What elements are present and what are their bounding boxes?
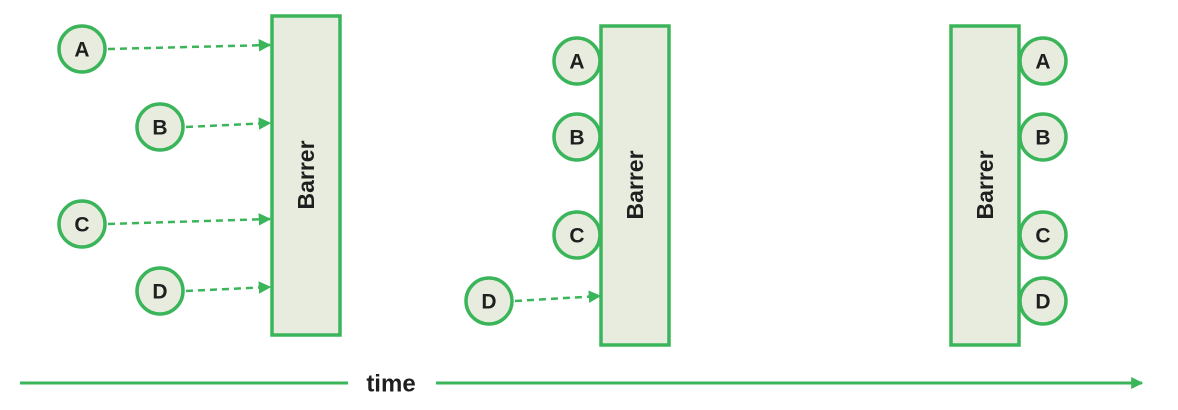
thread-c-label-stage-3: C [1035,225,1050,248]
arrow-thread-c-stage-1 [107,213,272,226]
thread-d-stage-1 [135,266,185,316]
barrier-label-stage-3: Barrer [972,150,998,219]
barrier-stage-3 [949,24,1021,347]
arrow-thread-b-stage-1 [185,117,272,130]
thread-b-stage-3 [1018,112,1068,162]
stage-2: Barrer A B C D [464,24,671,347]
thread-d-stage-3 [1018,276,1068,326]
thread-b-stage-2 [552,112,602,162]
thread-b-stage-1 [135,102,185,152]
barrier-stage-1 [270,14,342,337]
thread-d-label-stage-1: D [152,281,167,304]
thread-a-stage-1 [57,24,107,74]
thread-a-label-stage-3: A [1035,51,1050,74]
time-axis-label: time [366,371,415,398]
thread-b-label-stage-2: B [569,127,584,150]
thread-a-stage-3 [1018,36,1068,86]
time-axis: time [20,371,1144,398]
thread-c-label-stage-2: C [569,225,584,248]
thread-c-stage-3 [1018,210,1068,260]
arrow-thread-d-stage-1 [185,281,272,294]
barrier-label-stage-2: Barrer [622,150,648,219]
arrow-thread-d-stage-2 [514,290,602,303]
thread-c-label-stage-1: C [74,214,89,237]
stage-3: Barrer A B C D [949,24,1068,347]
thread-c-stage-2 [552,210,602,260]
thread-d-stage-2 [464,276,514,326]
barrier-stage-2 [599,24,671,347]
thread-b-label-stage-1: B [152,117,167,140]
stage-1: Barrer A B C D [57,14,342,337]
arrow-thread-a-stage-1 [107,39,272,52]
thread-d-label-stage-2: D [481,291,496,314]
barrier-label-stage-1: Barrer [293,140,319,209]
thread-a-label-stage-2: A [569,51,584,74]
thread-c-stage-1 [57,199,107,249]
thread-d-label-stage-3: D [1035,291,1050,314]
thread-b-label-stage-3: B [1035,127,1050,150]
thread-a-stage-2 [552,36,602,86]
thread-a-label-stage-1: A [74,39,89,62]
